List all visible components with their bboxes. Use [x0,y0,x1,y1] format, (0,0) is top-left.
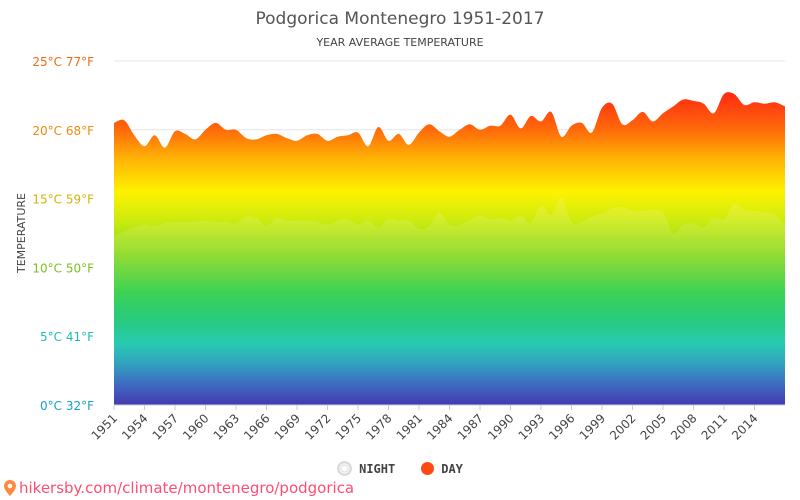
x-tick-label: 2002 [607,411,638,442]
y-tick-label: 10°C 50°F [32,261,94,275]
legend: NIGHT DAY [0,461,800,476]
x-tick-label: 1960 [180,411,211,442]
x-tick-label: 2014 [729,411,760,442]
night-area [114,197,785,405]
y-tick-label: 20°C 68°F [32,124,94,138]
chart-subtitle: YEAR AVERAGE TEMPERATURE [315,36,483,49]
x-tick-label: 1981 [394,411,425,442]
x-axis-ticks: 1951 1954 1957 1960 1963 1966 1969 1972 1975 1978… [89,404,785,443]
x-tick-label: 1999 [577,411,608,442]
x-tick-label: 1990 [485,411,516,442]
x-tick-label: 1969 [272,411,303,442]
legend-item-day[interactable]: DAY [421,461,463,476]
plot-area [114,92,785,406]
legend-item-night[interactable]: NIGHT [337,461,395,476]
x-tick-label: 1975 [333,411,364,442]
x-tick-label: 2008 [668,411,699,442]
x-tick-label: 2005 [638,411,669,442]
y-tick-label: 15°C 59°F [32,193,94,207]
x-tick-label: 1954 [119,411,150,442]
x-tick-label: 1963 [211,411,242,442]
x-tick-label: 1993 [516,411,547,442]
y-axis-label: TEMPERATURE [15,193,28,274]
map-pin-icon [4,480,16,496]
y-axis-ticks: 0°C 32°F 5°C 41°F 10°C 50°F 15°C 59°F 20°C 6… [32,55,94,413]
y-tick-label: 5°C 41°F [40,330,94,344]
y-tick-label: 25°C 77°F [32,55,94,69]
day-swatch-icon [421,462,435,475]
x-tick-label: 1966 [241,411,272,442]
legend-label-night: NIGHT [359,461,396,476]
legend-label-day: DAY [441,461,463,476]
chart-title: Podgorica Montenegro 1951-2017 [256,9,545,29]
y-tick-label: 0°C 32°F [40,399,94,413]
source-url: hikersby.com/climate/montenegro/podgoric… [19,479,355,497]
x-tick-label: 1996 [546,411,577,442]
x-tick-label: 2011 [699,411,730,442]
source-link[interactable]: hikersby.com/climate/montenegro/podgoric… [4,479,354,497]
x-tick-label: 1987 [455,411,486,442]
x-tick-label: 1972 [302,411,333,442]
x-tick-label: 1978 [363,411,394,442]
x-tick-label: 1951 [89,411,120,442]
x-tick-label: 1984 [424,411,455,442]
night-swatch-icon [337,461,353,476]
x-tick-label: 1957 [150,411,181,442]
night-area-overlay [114,197,785,405]
